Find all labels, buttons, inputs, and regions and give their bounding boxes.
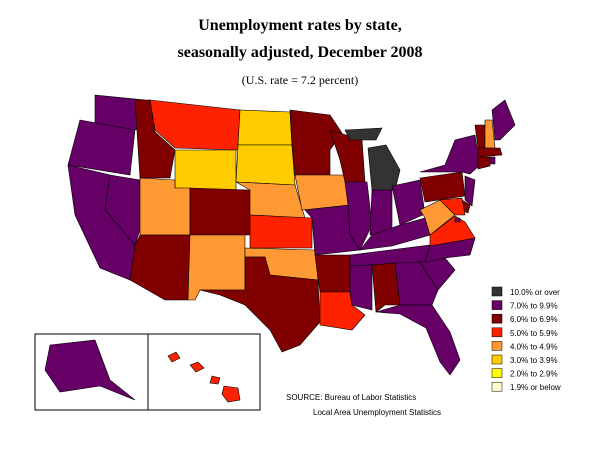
state [67, 119, 136, 176]
source: Local Area Unemployment Statistics [313, 408, 441, 417]
legend-label: 7.0% to 9.9% [510, 302, 558, 311]
state [189, 187, 251, 236]
legend-swatch [491, 313, 503, 324]
state [394, 261, 439, 306]
legend-swatch [491, 341, 503, 351]
legend-swatch [491, 354, 503, 365]
state [249, 214, 313, 249]
states [44, 94, 516, 403]
legend-swatch [491, 368, 503, 378]
legend-swatch [491, 300, 503, 310]
state [304, 204, 361, 256]
state [44, 339, 136, 401]
state [391, 179, 426, 226]
state [439, 197, 466, 216]
state [237, 109, 293, 146]
title-line: seasonally adjusted, December 2008 [177, 44, 422, 61]
state [419, 199, 456, 236]
state [489, 156, 496, 165]
state [349, 264, 373, 311]
state [344, 127, 383, 141]
state [477, 156, 491, 170]
state [375, 304, 461, 376]
legend-label: 4.0% to 4.9% [510, 342, 558, 351]
state [314, 254, 351, 293]
state [367, 144, 401, 191]
state [419, 134, 481, 175]
state [129, 234, 191, 301]
state [454, 217, 461, 223]
state [149, 99, 241, 151]
source: SOURCE: Bureau of Labor Statistics [286, 393, 416, 402]
state [235, 144, 296, 186]
state [369, 189, 393, 236]
legend-swatch [491, 327, 503, 338]
legend-swatch [491, 286, 503, 297]
state [477, 147, 503, 158]
legend-label: 6.0% to 6.9% [510, 315, 558, 324]
state [289, 109, 343, 176]
state [424, 237, 476, 263]
subtitle: (U.S. rate = 7.2 percent) [242, 73, 358, 87]
legend-label: 5.0% to 5.9% [510, 329, 558, 338]
state [491, 99, 516, 141]
state [294, 174, 351, 211]
state [464, 175, 476, 207]
hawaii-inset [147, 333, 261, 411]
state [167, 351, 241, 403]
state [199, 256, 321, 353]
legend-label: 3.0% to 3.9% [510, 356, 558, 365]
legend-label: 1.9% or below [510, 383, 561, 392]
state [104, 174, 141, 246]
legend-label: 2.0% to 2.9% [510, 370, 558, 379]
title-line: Unemployment rates by state, [198, 17, 402, 34]
state [174, 149, 237, 191]
legend-label: 10.0% or over [510, 288, 560, 297]
state [419, 171, 466, 203]
legend-swatch [491, 381, 503, 392]
state [371, 262, 401, 313]
